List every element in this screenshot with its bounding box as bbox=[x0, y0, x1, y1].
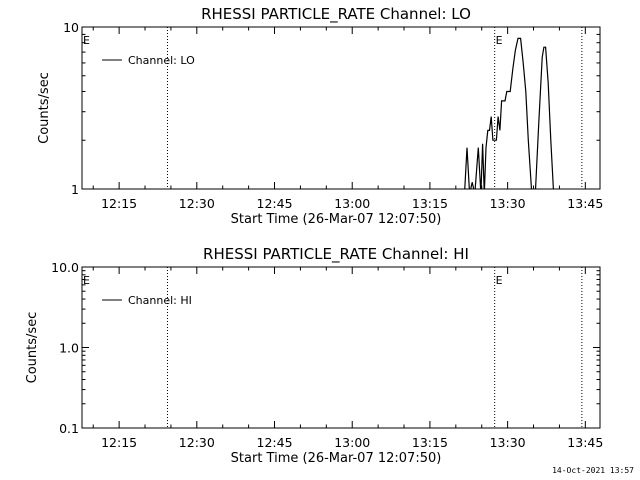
generation-timestamp: 14-Oct-2021 13:57 bbox=[552, 466, 634, 475]
x-tick-label: 13:30 bbox=[490, 435, 526, 450]
x-tick-label: 13:15 bbox=[412, 435, 448, 450]
x-tick-label: 12:30 bbox=[179, 196, 215, 211]
y-tick-label: 10.0 bbox=[51, 260, 79, 275]
x-tick-label: 12:15 bbox=[101, 196, 137, 211]
x-tick-label: 13:15 bbox=[412, 196, 448, 211]
event-marker-label: E bbox=[496, 34, 503, 47]
x-tick-label: 13:45 bbox=[567, 435, 603, 450]
y-tick-label: 1 bbox=[71, 182, 79, 197]
x-tick-label: 13:45 bbox=[567, 196, 603, 211]
x-tick-label: 13:30 bbox=[490, 196, 526, 211]
x-axis-label: Start Time (26-Mar-07 12:07:50) bbox=[231, 451, 442, 466]
chart-title: RHESSI PARTICLE_RATE Channel: LO bbox=[201, 5, 471, 24]
x-tick-label: 12:45 bbox=[257, 435, 293, 450]
legend-label: Channel: HI bbox=[128, 294, 192, 307]
event-marker-label: E bbox=[83, 274, 90, 287]
series-line bbox=[464, 37, 555, 189]
x-tick-label: 13:00 bbox=[334, 196, 370, 211]
y-tick-label: 1.0 bbox=[59, 341, 79, 356]
plot-frame bbox=[81, 26, 601, 190]
chart-title: RHESSI PARTICLE_RATE Channel: HI bbox=[203, 245, 469, 264]
x-axis-label: Start Time (26-Mar-07 12:07:50) bbox=[231, 212, 442, 227]
y-axis-label: Counts/sec bbox=[25, 312, 40, 384]
event-marker-label: E bbox=[83, 34, 90, 47]
x-tick-label: 12:15 bbox=[101, 435, 137, 450]
plot-frame bbox=[81, 266, 601, 429]
y-tick-label: 10 bbox=[63, 20, 79, 35]
x-tick-label: 12:30 bbox=[179, 435, 215, 450]
legend-label: Channel: LO bbox=[128, 54, 195, 67]
y-tick-label: 0.1 bbox=[59, 421, 79, 436]
x-tick-label: 12:45 bbox=[257, 196, 293, 211]
event-marker-label: E bbox=[496, 274, 503, 287]
y-axis-label: Counts/sec bbox=[37, 72, 52, 144]
x-tick-label: 13:00 bbox=[334, 435, 370, 450]
